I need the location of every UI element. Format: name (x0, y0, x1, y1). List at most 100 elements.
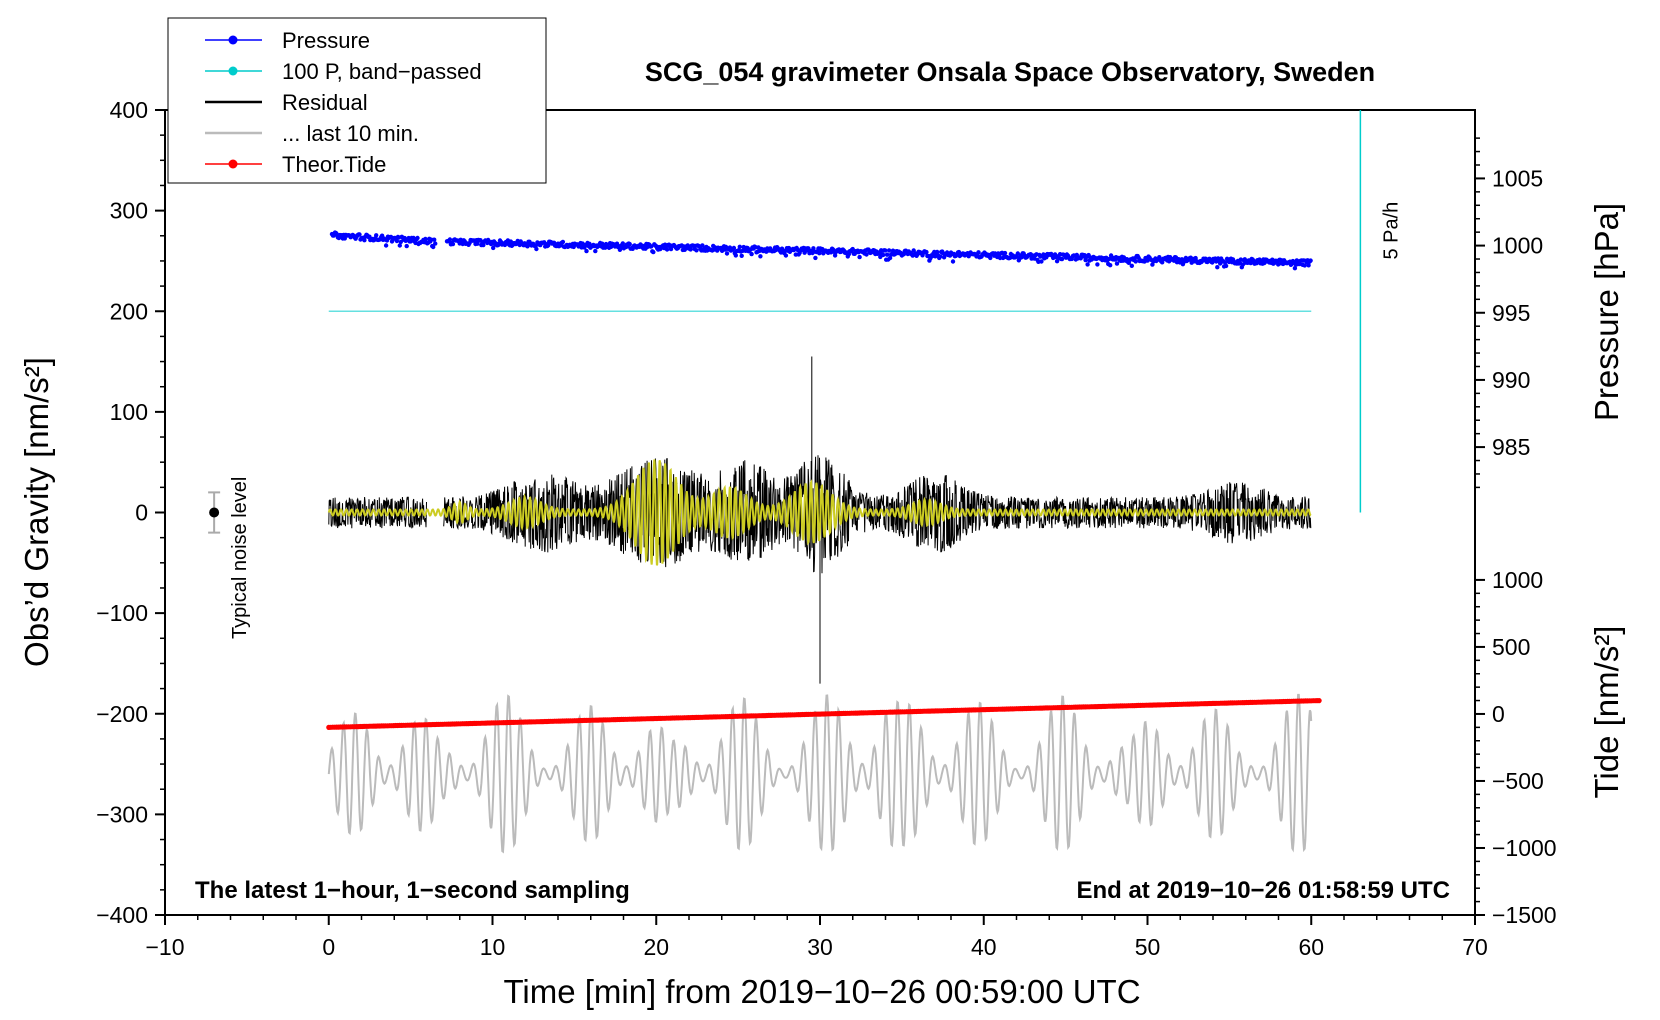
pressure-point (431, 244, 436, 250)
pressure-point (374, 233, 379, 238)
pressure-point (593, 248, 598, 254)
legend-marker (228, 66, 238, 76)
pressure-point (694, 248, 699, 253)
pressure-point (1222, 260, 1228, 265)
pressure-point (724, 251, 730, 256)
pressure-point (976, 250, 981, 255)
pressure-point (883, 248, 888, 253)
y-left-tick-label: −400 (96, 902, 148, 928)
pressure-point (1039, 259, 1044, 264)
pressure-point (560, 239, 566, 245)
tide-tick-label: 1000 (1492, 567, 1543, 593)
pressure-point (394, 238, 400, 244)
pressure-point (1160, 260, 1165, 265)
pressure-tick-label: 1005 (1492, 165, 1543, 191)
tide-tick-label: −500 (1492, 768, 1544, 794)
pressure-point (731, 245, 737, 251)
series-last-10-min (327, 693, 1313, 854)
legend-label: Theor.Tide (282, 152, 386, 177)
x-axis-ticks: −10 0 10 20 30 40 50 60 70 (145, 915, 1488, 960)
x-tick-label: 30 (807, 934, 833, 960)
pressure-point (1223, 263, 1229, 269)
pressure-point (884, 252, 890, 257)
legend-box (167, 17, 547, 184)
y-left-tick-label: −200 (96, 701, 148, 727)
pressure-point (813, 255, 818, 261)
pressure-point (811, 246, 816, 251)
tide-tick-label: 500 (1492, 634, 1530, 660)
pressure-point (886, 248, 892, 253)
pressure-tick-label: 990 (1492, 367, 1530, 393)
pressure-point (1114, 261, 1120, 266)
pressure-point (627, 241, 632, 247)
legend-label: ... last 10 min. (282, 121, 419, 146)
x-tick-label: 20 (643, 934, 669, 960)
y-left-tick-label: 300 (110, 198, 148, 224)
pressure-tick-label: 995 (1492, 300, 1530, 326)
pressure-point (1292, 266, 1298, 271)
pressure-point (924, 249, 929, 255)
pressure-point (688, 247, 693, 252)
pressure-point (546, 243, 551, 248)
pressure-point (1108, 253, 1114, 258)
pressure-point (534, 246, 539, 252)
y-axis-title-pressure: Pressure [hPa] (1588, 203, 1625, 421)
pressure-point (1215, 265, 1220, 270)
pressure-rate-label: 5 Pa/h (1380, 202, 1402, 260)
y-left-tick-label: −100 (96, 600, 148, 626)
pressure-point (651, 249, 656, 255)
tide-tick-label: 0 (1492, 701, 1505, 727)
x-tick-label: 60 (1298, 934, 1324, 960)
pressure-point (491, 245, 496, 251)
pressure-point (433, 241, 438, 246)
x-tick-label: 0 (322, 934, 335, 960)
series-theor-tide (326, 698, 1322, 731)
pressure-point (397, 243, 402, 248)
tide-point (1316, 698, 1322, 704)
pressure-point (1302, 263, 1307, 268)
legend: Pressure 100 P, band−passed Residual ... la… (167, 17, 547, 184)
pressure-point (950, 259, 956, 264)
pressure-point (423, 236, 428, 242)
pressure-point (450, 241, 456, 247)
pressure-point (1059, 256, 1065, 262)
series-layer (208, 110, 1362, 854)
y-left-tick-label: 200 (110, 298, 148, 324)
x-tick-label: −10 (145, 934, 184, 960)
pressure-point (887, 255, 893, 261)
legend-label: Residual (282, 90, 368, 115)
pressure-point (432, 237, 437, 242)
pressure-point (357, 232, 362, 237)
pressure-point (988, 255, 993, 261)
pressure-axis-ticks: 985 990 995 1000 1005 (1475, 137, 1543, 489)
x-tick-label: 10 (480, 934, 506, 960)
sampling-annotation: The latest 1−hour, 1−second sampling (195, 877, 630, 904)
end-time-annotation: End at 2019−10−26 01:58:59 UTC (1076, 877, 1450, 904)
pressure-point (733, 253, 738, 258)
pressure-point (1306, 263, 1311, 268)
pressure-point (447, 237, 453, 242)
pressure-point (737, 244, 742, 249)
pressure-point (668, 246, 674, 252)
pressure-point (817, 251, 822, 256)
pressure-point (620, 241, 625, 246)
pressure-point (881, 252, 886, 258)
pressure-point (475, 241, 480, 246)
y-left-tick-label: 400 (110, 97, 148, 123)
legend-label: Pressure (282, 28, 370, 53)
x-tick-label: 70 (1462, 934, 1488, 960)
pressure-point (1108, 263, 1113, 268)
tide-tick-label: −1000 (1492, 835, 1557, 861)
pressure-point (857, 254, 862, 260)
legend-label: 100 P, band−passed (282, 59, 482, 84)
noise-level-label: Typical noise level (229, 477, 251, 639)
series-band-passed-residual (327, 459, 1312, 566)
y-left-tick-label: 100 (110, 399, 148, 425)
x-tick-label: 50 (1135, 934, 1161, 960)
x-tick-label: 40 (971, 934, 997, 960)
chart-title: SCG_054 gravimeter Onsala Space Observat… (645, 57, 1375, 87)
y-left-tick-label: 0 (135, 500, 148, 526)
tide-axis-ticks: −1500 −1000 −500 0 500 1000 (1475, 567, 1557, 928)
pressure-point (1308, 258, 1313, 263)
